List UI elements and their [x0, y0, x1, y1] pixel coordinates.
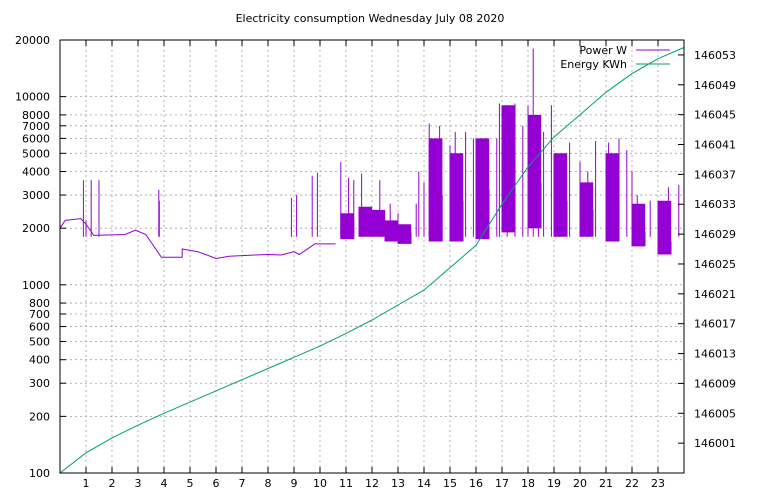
x-tick-label: 8 [265, 477, 272, 490]
y-right-tick-label: 146029 [694, 228, 736, 241]
power-band [358, 206, 373, 237]
power-band [579, 182, 594, 237]
energy-line [59, 47, 685, 474]
power-band [449, 153, 464, 242]
y-right-tick-label: 146049 [694, 79, 736, 92]
y-right-tick-label: 146021 [694, 288, 736, 301]
y-right-tick-label: 146013 [694, 348, 736, 361]
x-tick-label: 16 [469, 477, 483, 490]
power-band [501, 105, 516, 233]
x-tick-label: 18 [521, 477, 535, 490]
power-band [631, 203, 646, 247]
y-left-tick-label: 10000 [15, 91, 50, 104]
y-left-tick-label: 300 [29, 377, 50, 390]
x-tick-label: 14 [417, 477, 431, 490]
power-band [397, 224, 412, 244]
x-tick-label: 4 [161, 477, 168, 490]
x-tick-label: 22 [625, 477, 639, 490]
x-tick-label: 6 [213, 477, 220, 490]
y-left-tick-label: 800 [29, 297, 50, 310]
power-baseline [59, 218, 336, 260]
power-band [553, 153, 568, 237]
legend: Power W Energy KWh [560, 44, 670, 71]
y-right-tick-label: 146037 [694, 168, 736, 181]
x-tick-label: 10 [313, 477, 327, 490]
y-left-tick-label: 6000 [22, 132, 50, 145]
y-left-tick-label: 8000 [22, 109, 50, 122]
legend-label-energy: Energy KWh [560, 58, 627, 71]
power-band [384, 220, 399, 242]
y-right-tick-label: 146045 [694, 109, 736, 122]
y-right-tick-label: 146053 [694, 49, 736, 62]
y-right-tick-label: 146017 [694, 318, 736, 331]
y-right-tick-label: 146033 [694, 198, 736, 211]
x-tick-label: 12 [365, 477, 379, 490]
power-band [340, 213, 355, 240]
x-tick-label: 2 [109, 477, 116, 490]
y-left-tick-label: 200 [29, 410, 50, 423]
y-right-tick-label: 146009 [694, 377, 736, 390]
y-left-tick-label: 7000 [22, 120, 50, 133]
y-left-tick-label: 100 [29, 467, 50, 480]
x-tick-label: 17 [495, 477, 509, 490]
x-tick-label: 3 [135, 477, 142, 490]
axes-layer: 1 2 3 4 5 6 7 8 9 10 11 12 13 14 15 16 17 18 19 20 21 22 23100… [15, 34, 736, 490]
y-left-tick-label: 5000 [22, 147, 50, 160]
series-layer [59, 47, 685, 474]
y-left-tick-label: 2000 [22, 222, 50, 235]
y-left-tick-label: 20000 [15, 34, 50, 47]
x-tick-label: 5 [187, 477, 194, 490]
power-band [527, 114, 542, 229]
x-tick-label: 11 [339, 477, 353, 490]
x-tick-label: 21 [599, 477, 613, 490]
legend-label-power: Power W [579, 44, 627, 57]
y-left-tick-label: 500 [29, 335, 50, 348]
y-right-tick-label: 146025 [694, 258, 736, 271]
y-left-tick-label: 4000 [22, 166, 50, 179]
y-right-tick-label: 146005 [694, 407, 736, 420]
y-left-tick-label: 400 [29, 354, 50, 367]
x-tick-label: 13 [391, 477, 405, 490]
y-left-tick-label: 1000 [22, 279, 50, 292]
x-tick-label: 7 [239, 477, 246, 490]
power-band [475, 138, 490, 240]
x-tick-label: 9 [291, 477, 298, 490]
x-tick-label: 15 [443, 477, 457, 490]
y-right-tick-label: 146001 [694, 437, 736, 450]
power-band [657, 200, 672, 255]
x-tick-label: 23 [651, 477, 665, 490]
power-band [371, 209, 386, 237]
x-tick-label: 19 [547, 477, 561, 490]
grid-layer [60, 39, 684, 474]
chart-title: Electricity consumption Wednesday July 0… [236, 12, 505, 25]
y-left-tick-label: 700 [29, 308, 50, 321]
y-right-tick-label: 146041 [694, 139, 736, 152]
x-tick-label: 1 [83, 477, 90, 490]
y-left-tick-label: 3000 [22, 189, 50, 202]
power-band [605, 153, 620, 242]
power-band [428, 138, 443, 242]
y-left-tick-label: 600 [29, 321, 50, 334]
x-tick-label: 20 [573, 477, 587, 490]
